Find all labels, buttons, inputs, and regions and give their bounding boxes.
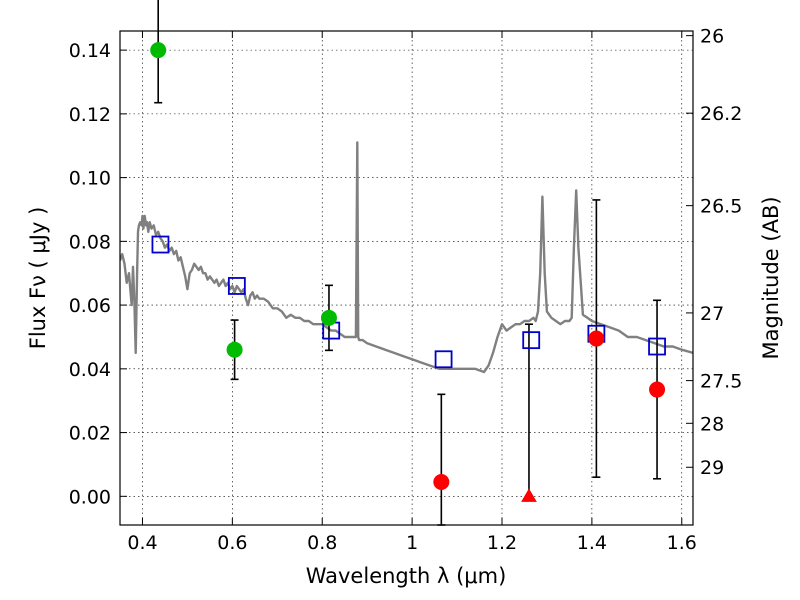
marker-layer bbox=[150, 42, 666, 502]
y-tick-label: 0.14 bbox=[69, 40, 111, 62]
y-tick-label: 0.00 bbox=[69, 486, 111, 508]
x-tick-label: 0.6 bbox=[217, 532, 247, 554]
model-band-square bbox=[522, 331, 541, 350]
y2-tick-label: 26.5 bbox=[700, 196, 742, 218]
y2-tick-label: 27 bbox=[700, 303, 724, 325]
x-tick-label: 0.8 bbox=[307, 532, 337, 554]
plot-background bbox=[120, 31, 693, 525]
series-layer bbox=[120, 141, 693, 374]
model-band-square bbox=[151, 235, 170, 254]
plot-frame bbox=[119, 30, 694, 526]
y2-tick-label: 28 bbox=[700, 413, 724, 435]
y2-tick-label: 26 bbox=[700, 26, 724, 48]
detected-point bbox=[150, 42, 167, 59]
labels-layer: 0.4 0.6 0.8 1 1.2 1.4 1.6 0.00 0.02 0.04 0.06 0.08 0… bbox=[69, 26, 743, 554]
low-sn-point bbox=[433, 473, 450, 490]
x-tick-label: 1.2 bbox=[487, 532, 517, 554]
detected-point bbox=[320, 309, 337, 326]
low-sn-point bbox=[649, 381, 666, 398]
y-tick-label: 0.04 bbox=[69, 359, 111, 381]
y2-tick-label: 27.5 bbox=[700, 371, 742, 393]
detected-point bbox=[226, 341, 243, 358]
model-spectrum-line bbox=[120, 141, 693, 374]
x-tick-label: 0.4 bbox=[127, 532, 157, 554]
y-tick-label: 0.08 bbox=[69, 231, 111, 253]
model-band-square bbox=[227, 277, 246, 295]
y2-tick-label: 29 bbox=[700, 457, 724, 479]
y-tick-label: 0.12 bbox=[69, 104, 111, 126]
grid bbox=[120, 31, 693, 525]
model-band-square bbox=[648, 337, 666, 356]
x-axis-label: Wavelength λ (μm) bbox=[306, 564, 507, 588]
y-axis-label: Flux Fν ( μJy ) bbox=[26, 207, 50, 350]
y-tick-label: 0.06 bbox=[69, 295, 111, 317]
low-sn-point bbox=[588, 330, 605, 347]
ticks-layer bbox=[120, 31, 693, 525]
y2-tick-label: 26.2 bbox=[700, 103, 742, 125]
model-band-square bbox=[434, 350, 453, 369]
x-tick-label: 1.4 bbox=[577, 532, 607, 554]
x-tick-label: 1 bbox=[406, 532, 418, 554]
y2-axis-label: Magnitude (AB) bbox=[759, 196, 783, 359]
y-tick-label: 0.02 bbox=[69, 423, 111, 445]
x-tick-label: 1.6 bbox=[667, 532, 697, 554]
y-tick-label: 0.10 bbox=[69, 168, 111, 190]
upper-limit-triangle bbox=[521, 488, 537, 502]
